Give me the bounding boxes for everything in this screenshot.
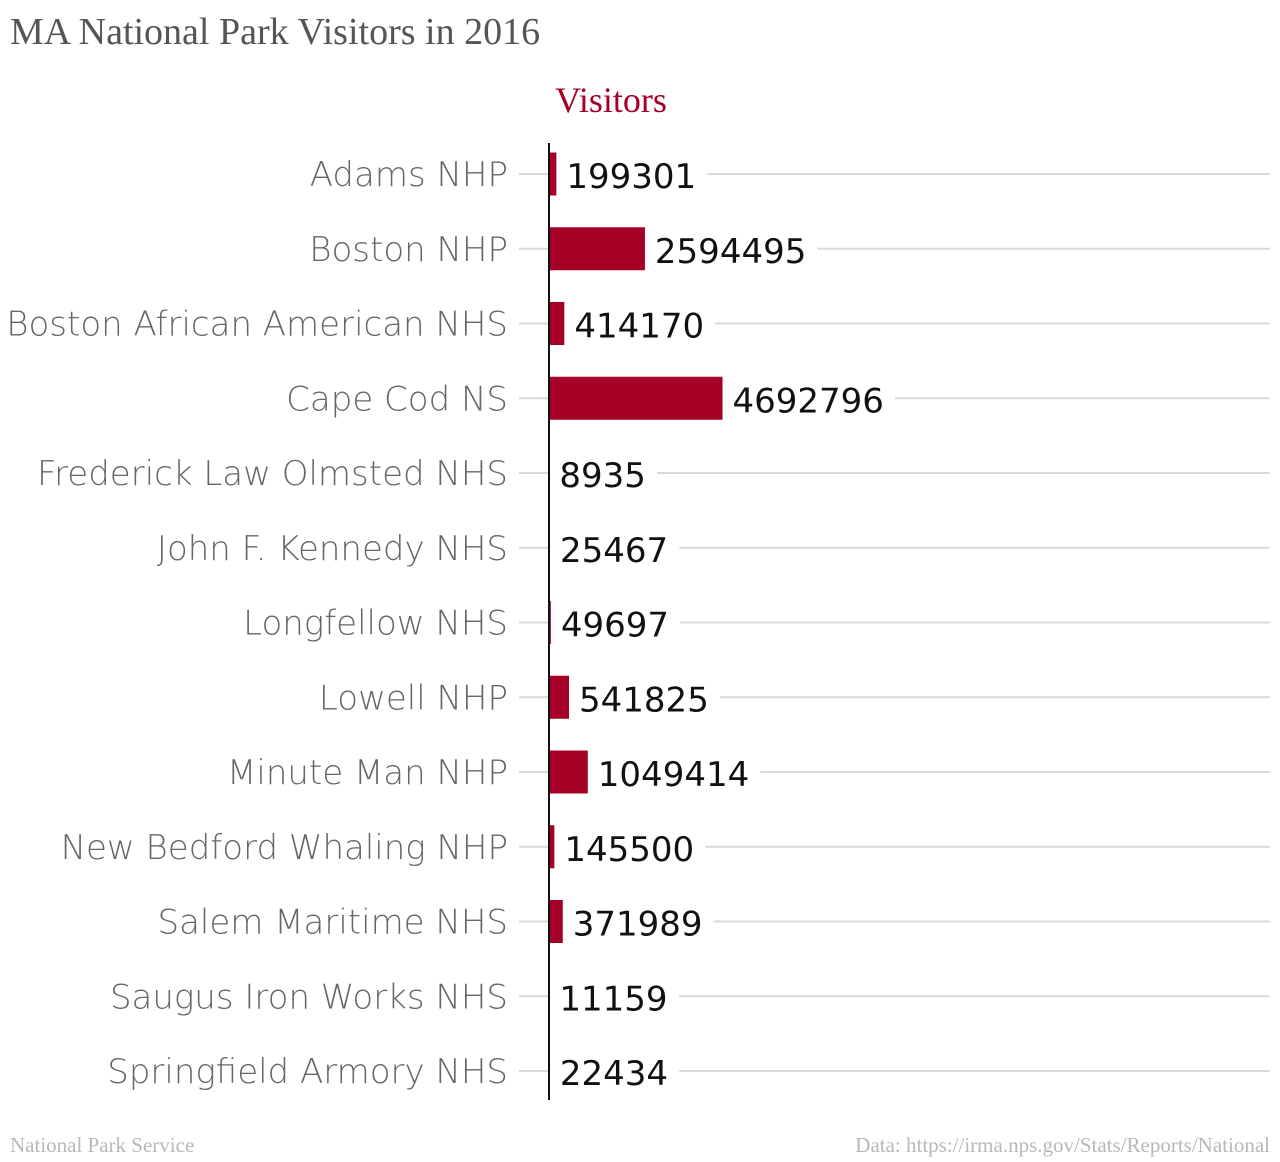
bar	[549, 750, 588, 794]
category-label: John F. Kennedy NHS	[157, 529, 508, 569]
chart-title: MA National Park Visitors in 2016	[10, 11, 541, 53]
category-label: Longfellow NHS	[243, 604, 508, 644]
value-label: 371989	[573, 905, 703, 945]
series-title: Visitors	[555, 80, 667, 120]
bar	[549, 675, 570, 719]
value-label: 2594495	[655, 232, 806, 272]
category-label: Frederick Law Olmsted NHS	[37, 454, 508, 494]
bar	[549, 302, 565, 345]
source-credit: National Park Service	[10, 1133, 195, 1157]
value-label: 145500	[564, 830, 694, 870]
category-label: Salem Maritime NHS	[157, 903, 508, 943]
category-label: Minute Man NHP	[227, 753, 508, 793]
value-label: 541825	[579, 680, 709, 720]
value-label: 199301	[566, 157, 696, 197]
value-label: 1049414	[598, 755, 749, 795]
bar-chart: Visitors Adams NHP 199301 Boston NHP 2594495…	[6, 80, 1270, 1100]
bar	[549, 376, 723, 420]
value-label: 25467	[560, 531, 668, 571]
category-label: Adams NHP	[310, 155, 508, 195]
data-credit: Data: https://irma.nps.gov/Stats/Reports…	[855, 1133, 1270, 1157]
category-label: Lowell NHP	[319, 678, 508, 718]
value-label: 4692796	[733, 381, 884, 421]
bar	[549, 152, 557, 196]
category-label: Boston African American NHS	[6, 305, 508, 345]
bar	[549, 825, 555, 869]
category-label: Saugus Iron Works NHS	[110, 977, 508, 1017]
bar	[549, 900, 563, 943]
category-label: Springfield Armory NHS	[107, 1052, 508, 1092]
category-label: Cape Cod NS	[286, 379, 508, 419]
value-label: 11159	[559, 979, 667, 1019]
value-label: 22434	[560, 1054, 668, 1094]
value-label: 8935	[559, 456, 646, 496]
bar	[549, 227, 645, 271]
category-label: New Bedford Whaling NHP	[61, 828, 508, 868]
category-label: Boston NHP	[309, 230, 508, 270]
value-label: 49697	[561, 606, 669, 646]
value-label: 414170	[574, 307, 704, 347]
